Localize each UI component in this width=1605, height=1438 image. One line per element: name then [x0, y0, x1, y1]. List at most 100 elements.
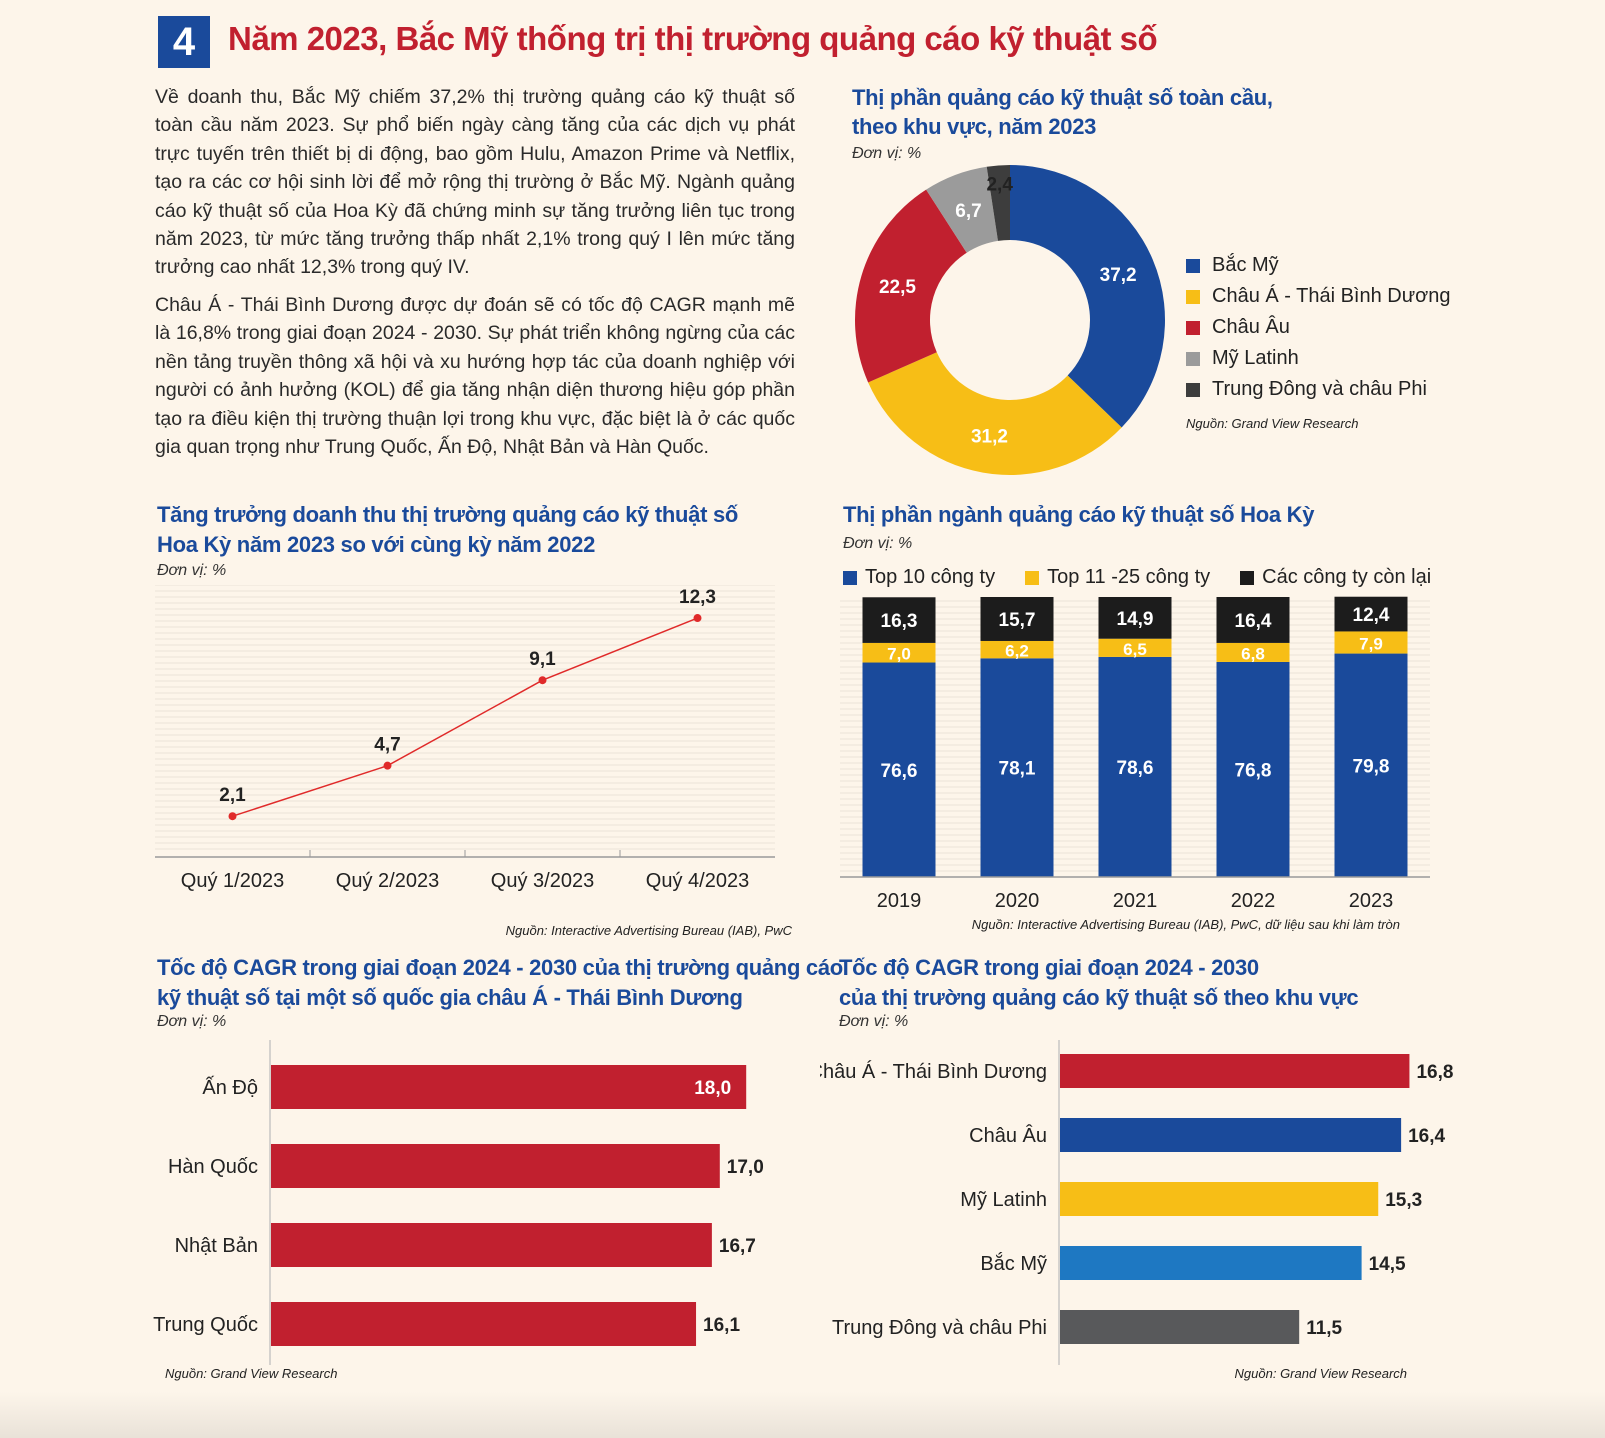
- line-chart-unit: Đơn vị: %: [157, 562, 227, 579]
- stacked-bar-segment: [1098, 656, 1172, 877]
- region-chart-source: Nguồn: Grand View Research: [1234, 1366, 1407, 1381]
- hbar-category-label: Hàn Quốc: [168, 1156, 258, 1178]
- donut-legend-item: Trung Đông và châu Phi: [1186, 374, 1450, 405]
- body-paragraph-1: Về doanh thu, Bắc Mỹ chiếm 37,2% thị trư…: [155, 86, 795, 279]
- hbar: [271, 1302, 697, 1346]
- legend-swatch: [843, 570, 857, 585]
- asia-chart-title-2: kỹ thuật số tại một số quốc gia châu Á -…: [157, 985, 743, 1010]
- line-point: [383, 761, 392, 770]
- stacked-chart-source: Nguồn: Interactive Advertising Bureau (I…: [971, 917, 1400, 932]
- legend-label: Châu Âu: [1212, 316, 1290, 338]
- hbar-category-label: Mỹ Latinh: [960, 1189, 1047, 1211]
- legend-label: Các công ty còn lại: [1262, 566, 1432, 588]
- hbar-value-label: 16,4: [1408, 1126, 1445, 1147]
- donut-chart: 37,2 31,2 22,5 6,72,4: [855, 165, 1165, 475]
- bottom-shadow: [0, 1392, 1605, 1438]
- donut-legend: Bắc Mỹ Châu Á - Thái Bình Dương Châu Âu Mỹ …: [1186, 250, 1450, 405]
- asia-chart-source: Nguồn: Grand View Research: [165, 1366, 338, 1381]
- region-chart-title-1: Tốc độ CAGR trong giai đoạn 2024 - 2030: [839, 955, 1259, 980]
- line-point: [693, 614, 702, 623]
- stacked-bar-segment: [980, 597, 1054, 641]
- x-tick-label: Quý 3/2023: [491, 870, 594, 892]
- line-point-label: 4,7: [374, 735, 400, 756]
- donut-chart-source: Nguồn: Grand View Research: [1186, 416, 1359, 431]
- stacked-bar-label: 16,4: [1235, 611, 1272, 632]
- legend-label: Bắc Mỹ: [1212, 254, 1279, 276]
- section-number: 4: [158, 16, 210, 68]
- region-chart-unit: Đơn vị: %: [839, 1013, 909, 1030]
- hbar-category-label: Châu Âu: [969, 1124, 1047, 1147]
- donut-chart-title-1: Thị phần quảng cáo kỹ thuật số toàn cầu,: [852, 85, 1273, 110]
- hbar: [271, 1065, 747, 1109]
- hbar-value-label: 16,1: [703, 1315, 740, 1336]
- stacked-bar-label: 76,8: [1235, 760, 1272, 781]
- line-chart-source: Nguồn: Interactive Advertising Bureau (I…: [505, 923, 792, 938]
- stacked-bar-label: 15,7: [999, 610, 1036, 631]
- hbar: [271, 1144, 720, 1188]
- legend-swatch: [1186, 320, 1200, 335]
- stacked-bar-label: 7,9: [1359, 635, 1383, 654]
- x-tick-label: 2022: [1231, 890, 1276, 912]
- stacked-bar-segment: [1334, 653, 1408, 877]
- stacked-bar-label: 12,4: [1353, 605, 1390, 626]
- asia-chart-unit: Đơn vị: %: [157, 1013, 227, 1030]
- x-tick-label: 2021: [1113, 890, 1158, 912]
- line-chart-title-2: Hoa Kỳ năm 2023 so với cùng kỳ năm 2022: [157, 532, 596, 557]
- hbar: [1060, 1182, 1379, 1216]
- donut-slice: [926, 166, 998, 253]
- stacked-bar-segment: [1098, 638, 1172, 657]
- stacked-legend-item: Top 11 -25 công ty: [1025, 562, 1210, 593]
- hbar-value-label: 17,0: [727, 1157, 764, 1178]
- x-tick-label: 2020: [995, 890, 1040, 912]
- donut-chart-title-2: theo khu vực, năm 2023: [852, 114, 1097, 139]
- line-point-label: 2,1: [219, 785, 246, 806]
- hbar-category-label: Trung Đông và châu Phi: [832, 1317, 1047, 1339]
- stacked-bar-label: 6,5: [1123, 640, 1147, 659]
- donut-slice-label: 37,2: [1100, 265, 1137, 286]
- stacked-bar-label: 16,3: [881, 611, 918, 632]
- stacked-bar-label: 79,8: [1353, 756, 1390, 777]
- donut-slice: [868, 352, 1122, 475]
- stacked-bar-label: 78,6: [1117, 758, 1154, 779]
- x-tick-label: 2023: [1349, 890, 1394, 912]
- donut-legend-item: Bắc Mỹ: [1186, 250, 1450, 281]
- donut-legend-item: Châu Á - Thái Bình Dương: [1186, 281, 1450, 312]
- region-cagr-bar-chart: Châu Á - Thái Bình Dương 16,8 Châu Âu 16,4 M…: [820, 1040, 1453, 1365]
- x-tick-label: 2019: [877, 890, 922, 912]
- stacked-bar-segment: [1216, 597, 1290, 643]
- legend-swatch: [1186, 351, 1200, 366]
- stacked-bar-label: 6,8: [1241, 644, 1265, 663]
- page-title: Năm 2023, Bắc Mỹ thống trị thị trường qu…: [228, 20, 1158, 57]
- hbar-value-label: 16,8: [1416, 1062, 1453, 1083]
- donut-slice-label: 22,5: [879, 277, 916, 298]
- legend-label: Mỹ Latinh: [1212, 347, 1299, 369]
- stacked-legend-item: Các công ty còn lại: [1240, 562, 1431, 593]
- x-tick-label: Quý 4/2023: [646, 870, 749, 892]
- hbar: [1060, 1118, 1402, 1152]
- asia-cagr-bar-chart: Ấn Độ 18,0 Hàn Quốc 17,0 Nhật Bản 16,7 Trung Q…: [153, 1040, 764, 1365]
- region-chart-title-2: của thị trường quảng cáo kỹ thuật số the…: [839, 985, 1359, 1010]
- stacked-legend-item: Top 10 công ty: [843, 562, 995, 593]
- stacked-bar-segment: [1334, 631, 1408, 654]
- x-tick-label: Quý 1/2023: [181, 870, 284, 892]
- line-point: [538, 676, 547, 685]
- donut-legend-item: Mỹ Latinh: [1186, 343, 1450, 374]
- line-series: [232, 617, 698, 817]
- stacked-bar-label: 14,9: [1117, 609, 1154, 630]
- line-chart-title-1: Tăng trưởng doanh thu thị trường quảng c…: [157, 502, 739, 527]
- stacked-bar-segment: [1334, 596, 1408, 632]
- stacked-bar-label: 78,1: [999, 759, 1036, 780]
- donut-chart-unit: Đơn vị: %: [852, 145, 922, 162]
- hbar-value-label: 18,0: [694, 1078, 731, 1099]
- asia-chart-title-1: Tốc độ CAGR trong giai đoạn 2024 - 2030 …: [157, 955, 843, 980]
- donut-slice: [855, 189, 967, 383]
- donut-slice: [1010, 165, 1165, 428]
- hbar: [271, 1223, 712, 1267]
- stacked-bar-segment: [862, 662, 936, 877]
- donut-legend-item: Châu Âu: [1186, 312, 1450, 343]
- legend-swatch: [1186, 289, 1200, 304]
- hbar-value-label: 11,5: [1306, 1318, 1342, 1339]
- stacked-bar-label: 76,6: [881, 761, 918, 782]
- hbar: [1060, 1246, 1362, 1280]
- hbar-value-label: 15,3: [1385, 1190, 1422, 1211]
